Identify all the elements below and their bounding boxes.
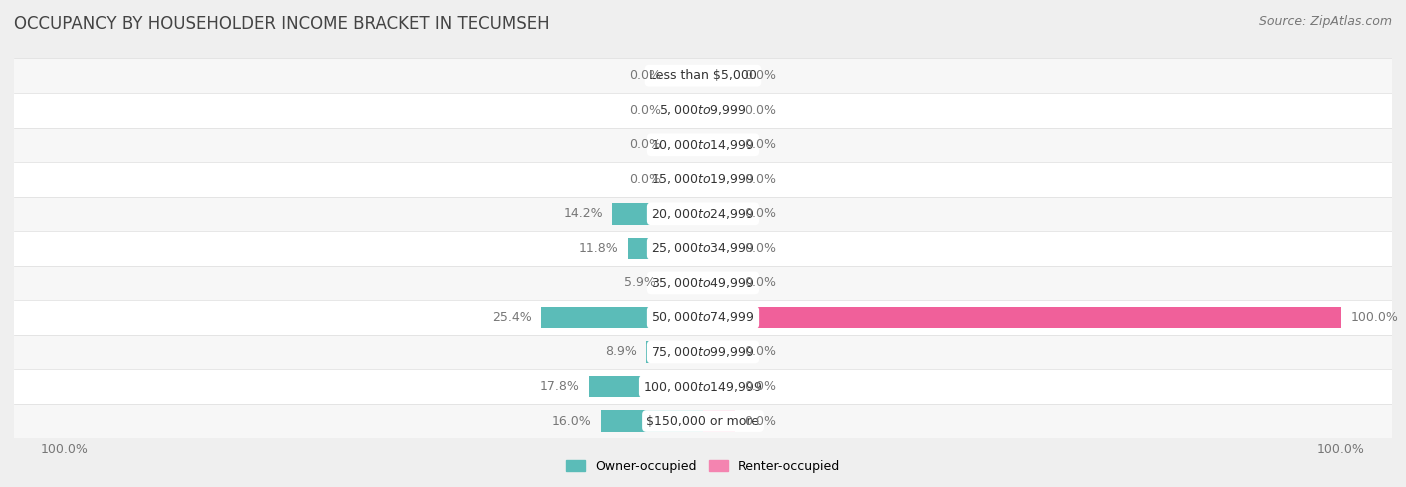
Text: 0.0%: 0.0% bbox=[744, 69, 776, 82]
Bar bbox=[14, 300, 1392, 335]
Bar bbox=[703, 134, 735, 155]
Bar bbox=[14, 128, 1392, 162]
Text: Source: ZipAtlas.com: Source: ZipAtlas.com bbox=[1258, 15, 1392, 28]
Text: 0.0%: 0.0% bbox=[630, 104, 662, 117]
Bar bbox=[703, 272, 735, 294]
Bar bbox=[703, 238, 735, 259]
Text: 8.9%: 8.9% bbox=[605, 345, 637, 358]
Bar bbox=[703, 203, 735, 225]
Text: 0.0%: 0.0% bbox=[630, 138, 662, 151]
Bar bbox=[647, 341, 703, 363]
Text: 25.4%: 25.4% bbox=[492, 311, 531, 324]
Text: 11.8%: 11.8% bbox=[578, 242, 619, 255]
Bar bbox=[703, 65, 735, 86]
Text: $50,000 to $74,999: $50,000 to $74,999 bbox=[651, 310, 755, 324]
Bar bbox=[14, 58, 1392, 93]
Bar bbox=[703, 307, 1341, 328]
Bar bbox=[14, 197, 1392, 231]
Text: 0.0%: 0.0% bbox=[744, 138, 776, 151]
Text: $150,000 or more: $150,000 or more bbox=[647, 414, 759, 428]
Text: 0.0%: 0.0% bbox=[630, 69, 662, 82]
Bar bbox=[671, 169, 703, 190]
Bar bbox=[600, 411, 703, 432]
Bar bbox=[703, 376, 735, 397]
Text: 5.9%: 5.9% bbox=[624, 277, 655, 289]
Bar bbox=[14, 265, 1392, 300]
Text: 0.0%: 0.0% bbox=[744, 173, 776, 186]
Text: 0.0%: 0.0% bbox=[744, 414, 776, 428]
Text: 0.0%: 0.0% bbox=[744, 104, 776, 117]
Text: $5,000 to $9,999: $5,000 to $9,999 bbox=[659, 103, 747, 117]
Text: 17.8%: 17.8% bbox=[540, 380, 579, 393]
Text: $35,000 to $49,999: $35,000 to $49,999 bbox=[651, 276, 755, 290]
Text: $15,000 to $19,999: $15,000 to $19,999 bbox=[651, 172, 755, 187]
Text: 14.2%: 14.2% bbox=[564, 207, 603, 220]
Text: 0.0%: 0.0% bbox=[744, 207, 776, 220]
Bar bbox=[613, 203, 703, 225]
Text: $100,000 to $149,999: $100,000 to $149,999 bbox=[644, 379, 762, 393]
Bar bbox=[703, 411, 735, 432]
Bar bbox=[14, 369, 1392, 404]
Legend: Owner-occupied, Renter-occupied: Owner-occupied, Renter-occupied bbox=[561, 455, 845, 478]
Bar bbox=[14, 404, 1392, 438]
Bar bbox=[627, 238, 703, 259]
Text: $10,000 to $14,999: $10,000 to $14,999 bbox=[651, 138, 755, 152]
Bar bbox=[671, 99, 703, 121]
Bar bbox=[14, 162, 1392, 197]
Bar bbox=[703, 341, 735, 363]
Bar bbox=[14, 93, 1392, 128]
Text: Less than $5,000: Less than $5,000 bbox=[650, 69, 756, 82]
Text: 0.0%: 0.0% bbox=[744, 380, 776, 393]
Text: 16.0%: 16.0% bbox=[551, 414, 592, 428]
Text: 0.0%: 0.0% bbox=[744, 242, 776, 255]
Text: $75,000 to $99,999: $75,000 to $99,999 bbox=[651, 345, 755, 359]
Text: 0.0%: 0.0% bbox=[744, 277, 776, 289]
Text: OCCUPANCY BY HOUSEHOLDER INCOME BRACKET IN TECUMSEH: OCCUPANCY BY HOUSEHOLDER INCOME BRACKET … bbox=[14, 15, 550, 33]
Bar bbox=[671, 65, 703, 86]
Text: $20,000 to $24,999: $20,000 to $24,999 bbox=[651, 207, 755, 221]
Bar bbox=[14, 231, 1392, 265]
Bar bbox=[589, 376, 703, 397]
Bar bbox=[703, 99, 735, 121]
Text: 100.0%: 100.0% bbox=[1351, 311, 1399, 324]
Text: $25,000 to $34,999: $25,000 to $34,999 bbox=[651, 242, 755, 255]
Text: 0.0%: 0.0% bbox=[630, 173, 662, 186]
Bar bbox=[703, 169, 735, 190]
Text: 0.0%: 0.0% bbox=[744, 345, 776, 358]
Bar bbox=[671, 134, 703, 155]
Bar bbox=[541, 307, 703, 328]
Bar bbox=[665, 272, 703, 294]
Bar bbox=[14, 335, 1392, 369]
